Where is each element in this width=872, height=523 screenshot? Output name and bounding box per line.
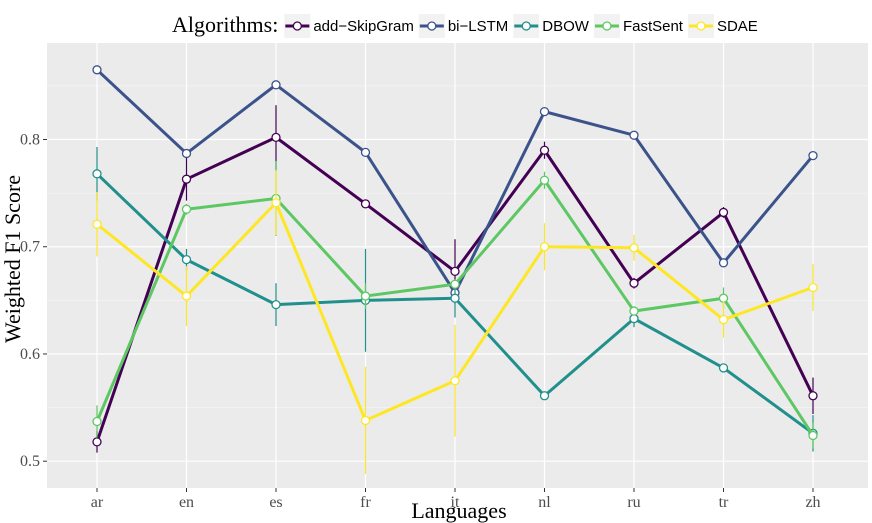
data-point xyxy=(181,254,192,265)
data-point xyxy=(360,147,371,158)
data-point xyxy=(718,315,729,325)
data-point xyxy=(92,437,102,447)
data-point xyxy=(450,279,460,289)
data-point xyxy=(539,175,550,185)
data-point xyxy=(808,430,818,441)
series-layer xyxy=(92,65,818,475)
legend-item: DBOW xyxy=(513,14,590,38)
legend-item: SDAE xyxy=(687,14,758,38)
x-axis: ar en es fr it nl ru tr zh xyxy=(91,488,821,511)
data-point xyxy=(808,150,818,161)
data-point xyxy=(718,363,729,373)
legend-key-point xyxy=(292,21,302,31)
legend-label: add−SkipGram xyxy=(313,18,413,35)
x-tick-label: it xyxy=(451,494,460,511)
data-point xyxy=(181,174,192,184)
legend-key-point xyxy=(521,21,531,31)
x-tick-label: ar xyxy=(91,494,104,511)
series-sdae xyxy=(92,170,818,475)
x-tick-label: ru xyxy=(627,494,640,511)
legend-key-point xyxy=(696,21,706,31)
legend-label: FastSent xyxy=(623,18,684,35)
y-axis: 0.5 0.6 0.7 0.8 xyxy=(20,132,47,470)
data-point xyxy=(629,306,639,316)
data-point xyxy=(360,199,371,209)
legend-item: add−SkipGram xyxy=(284,14,414,38)
x-tick-label: tr xyxy=(719,494,729,511)
data-point xyxy=(539,242,550,252)
data-point xyxy=(629,313,639,324)
data-point xyxy=(181,204,192,214)
legend-label: DBOW xyxy=(542,18,590,35)
data-point xyxy=(92,416,102,427)
data-point xyxy=(92,219,102,229)
data-point xyxy=(629,278,639,288)
data-point xyxy=(718,293,729,303)
x-axis-title: Languages xyxy=(411,498,506,523)
data-point xyxy=(181,291,192,301)
legend-label: SDAE xyxy=(717,18,758,35)
x-tick-label: nl xyxy=(538,494,551,511)
legend-key-point xyxy=(602,21,612,31)
data-point xyxy=(539,145,550,155)
y-tick-label: 0.5 xyxy=(20,453,40,470)
data-point xyxy=(181,148,192,159)
data-point xyxy=(271,198,281,208)
legend: Algorithms: add−SkipGram bi−LSTM DBOW FastS… xyxy=(172,12,758,38)
x-tick-label: zh xyxy=(805,494,820,511)
legend-key-point xyxy=(427,21,437,31)
data-point xyxy=(271,132,281,143)
y-tick-label: 0.7 xyxy=(20,239,40,256)
y-tick-label: 0.6 xyxy=(20,346,40,363)
x-tick-label: en xyxy=(179,494,194,511)
legend-item: FastSent xyxy=(593,14,684,38)
data-point xyxy=(271,299,281,310)
legend-label: bi−LSTM xyxy=(448,18,508,35)
data-point xyxy=(360,291,371,301)
data-point xyxy=(718,207,729,218)
x-tick-label: fr xyxy=(360,494,371,511)
series-fastsent xyxy=(92,160,818,449)
data-point xyxy=(808,282,818,293)
y-axis-title: Weighted F1 Score xyxy=(0,175,25,343)
data-point xyxy=(271,80,281,90)
y-tick-label: 0.8 xyxy=(20,132,40,149)
data-point xyxy=(718,258,729,268)
data-point xyxy=(92,169,102,179)
data-point xyxy=(539,106,550,117)
data-point xyxy=(629,243,639,253)
data-point xyxy=(450,293,460,303)
data-point xyxy=(629,130,639,140)
data-point xyxy=(808,391,818,401)
legend-title: Algorithms: xyxy=(172,12,278,37)
x-tick-label: es xyxy=(269,494,282,511)
data-point xyxy=(92,65,102,75)
data-point xyxy=(450,266,460,277)
legend-item: bi−LSTM xyxy=(418,14,508,38)
data-point xyxy=(539,391,550,401)
data-point xyxy=(360,415,371,426)
data-point xyxy=(450,376,460,386)
